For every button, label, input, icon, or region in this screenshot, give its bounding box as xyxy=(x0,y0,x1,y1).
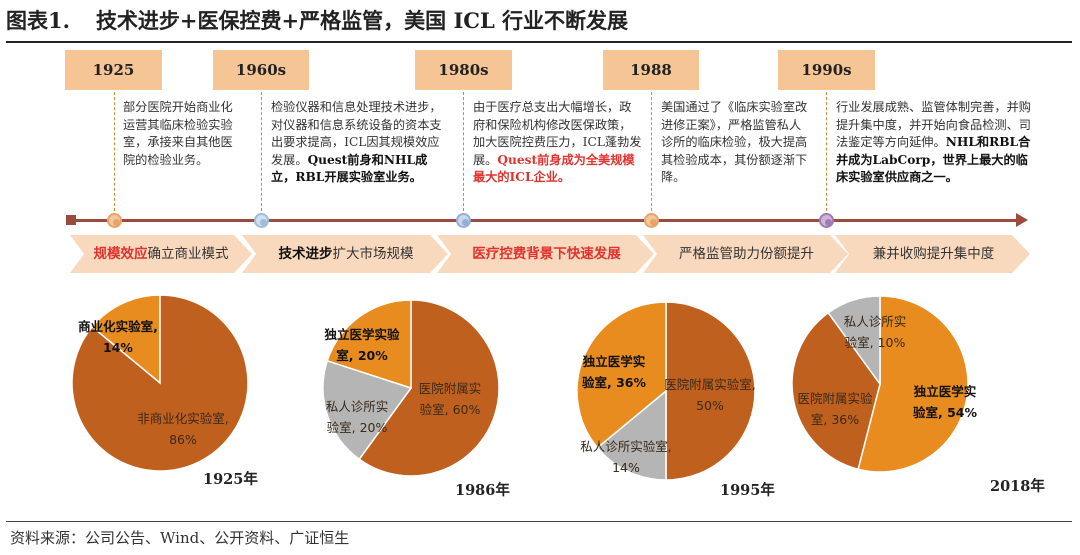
year-box-1960s: 1960s xyxy=(213,50,309,90)
pie-slice-label: 独立医学实验室, 20% xyxy=(323,327,400,363)
pie-slice-label: 医院附属实验室, 50% xyxy=(664,377,755,413)
pie-slice xyxy=(71,294,249,472)
figure-title: 图表1. 技术进步+医保控费+严格监管，美国 ICL 行业不断发展 xyxy=(6,2,628,40)
phase-arrow-3 xyxy=(437,235,654,273)
era-text: 检验仪器和信息处理技术进步，对仪器和信息系统设备的资本支出要求提高，ICL因其规… xyxy=(271,100,442,167)
phase-label-1: 规模效应确立商业模式 xyxy=(76,235,246,273)
node-dot xyxy=(650,219,657,226)
era-description-1988: 美国通过了《临床实验室改进修正案》，严格监管私人诊所的临床检验，极大提高其检验成… xyxy=(661,99,813,187)
era-text: 部分医院开始商业化运营其临床检验实验室，承接来自其他医院的检验业务。 xyxy=(123,100,233,167)
phase-text: 兼并收购提升集中度 xyxy=(872,246,995,262)
phase-arrow-1 xyxy=(70,235,252,273)
timeline-node-1980s xyxy=(456,213,471,228)
year-box-1988: 1988 xyxy=(603,50,699,90)
phase-highlight: 规模效应 xyxy=(93,246,148,262)
phase-label-4: 严格监管助力份额提升 xyxy=(651,235,842,273)
pie-slice-label: 医院附属实验室, 60% xyxy=(419,381,482,417)
node-dot xyxy=(825,219,832,226)
era-text: 行业发展成熟、监管体制完善，并购提升集中度，并开始向食品检测、司法鉴定等方向延伸… xyxy=(836,100,1031,150)
era-description-1980s: 由于医疗总支出大幅增长，政府和保险机构修改医保政策，加大医院控费压力，ICL蓬勃… xyxy=(473,99,643,187)
timeline-node-1988 xyxy=(644,213,659,228)
phase-highlight: 技术进步 xyxy=(278,246,333,262)
pie-year-2018: 2018年 xyxy=(990,478,1045,495)
phase-arrow-4 xyxy=(643,235,848,273)
connector-line xyxy=(463,92,464,211)
pie-slice xyxy=(576,301,667,449)
era-text: 美国通过了《临床实验室改进修正案》，严格监管私人诊所的临床检验，极大提高其检验成… xyxy=(661,100,808,185)
era-description-1960s: 检验仪器和信息处理技术进步，对仪器和信息系统设备的资本支出要求提高，ICL因其规… xyxy=(271,99,446,187)
connector-line xyxy=(651,92,652,211)
phase-label-2: 技术进步扩大市场规模 xyxy=(250,235,442,273)
pie-slice-label: 私人诊所实验室, 10% xyxy=(844,314,907,350)
year-box-1980s: 1980s xyxy=(415,50,512,90)
pie-year-1986: 1986年 xyxy=(455,482,510,499)
era-description-1925: 部分医院开始商业化运营其临床检验实验室，承接来自其他医院的检验业务。 xyxy=(123,99,240,169)
phase-text: 严格监管助力份额提升 xyxy=(679,246,814,262)
figure-title-text: 技术进步+医保控费+严格监管，美国 ICL 行业不断发展 xyxy=(95,8,629,33)
pie-slice-label: 独立医学实验室, 54% xyxy=(913,384,978,420)
node-dot xyxy=(260,219,267,226)
phase-arrow-2 xyxy=(242,235,448,273)
phase-label-5: 兼并收购提升集中度 xyxy=(843,235,1024,273)
connector-line xyxy=(261,92,262,211)
timeline-node-1990s xyxy=(819,213,834,228)
connector-line xyxy=(826,92,827,211)
era-highlight: Quest前身成为全美规模最大的ICL企业。 xyxy=(473,152,635,185)
pie-slice-label: 非商业化实验室, 86% xyxy=(137,411,228,447)
source-note: 资料来源：公司公告、Wind、公开资料、广证恒生 xyxy=(10,529,350,547)
pie-slice xyxy=(857,295,969,473)
pie-slice xyxy=(91,294,161,385)
pie-slice-label: 医院附属实验室, 36% xyxy=(797,391,873,427)
era-description-1990s: 行业发展成熟、监管体制完善，并购提升集中度，并开始向食品检测、司法鉴定等方向延伸… xyxy=(836,99,1032,187)
node-dot xyxy=(462,219,469,226)
pie-slice xyxy=(596,389,667,481)
year-box-1925: 1925 xyxy=(65,50,162,90)
pie-slice-label: 私人诊所实验室, 20% xyxy=(326,399,389,435)
pie-slice-label: 独立医学实验室, 36% xyxy=(582,354,647,390)
timeline-axis xyxy=(70,219,1018,222)
pie-slice-label: 私人诊所实验室, 14% xyxy=(580,439,671,475)
pie-slice-label: 商业化实验室, 14% xyxy=(78,319,158,355)
timeline-node-1960s xyxy=(254,213,269,228)
pie-slice xyxy=(827,295,881,387)
figure-number: 图表1. xyxy=(6,8,70,33)
timeline-node-1925 xyxy=(107,213,122,228)
node-dot xyxy=(113,219,120,226)
phase-arrow-5 xyxy=(835,235,1030,273)
pie-slice xyxy=(665,301,756,481)
pie-slice xyxy=(322,359,413,461)
pie-year-1995: 1995年 xyxy=(720,482,775,499)
phase-label-3: 医疗控费背景下快速发展 xyxy=(445,235,648,273)
timeline-arrowhead xyxy=(1016,213,1028,227)
phase-text: 确立商业模式 xyxy=(147,246,229,262)
phase-highlight: 医疗控费背景下快速发展 xyxy=(472,246,621,262)
era-highlight: Quest前身和NHL成立，RBL开展实验室业务。 xyxy=(271,152,428,185)
phase-text: 扩大市场规模 xyxy=(332,246,414,262)
era-highlight: NHL和RBL合并成为LabCorp，世界上最大的临床实验室供应商之一。 xyxy=(836,135,1031,185)
pie-slice xyxy=(326,299,412,390)
pie-slice xyxy=(791,311,881,471)
connector-line xyxy=(114,92,115,211)
pie-year-1925: 1925年 xyxy=(203,471,258,488)
era-text: 由于医疗总支出大幅增长，政府和保险机构修改医保政策，加大医院控费压力，ICL蓬勃… xyxy=(473,100,642,167)
top-rule xyxy=(6,41,1072,43)
bottom-rule xyxy=(6,521,1072,522)
year-box-1990s: 1990s xyxy=(778,50,875,90)
pie-slice xyxy=(358,299,500,477)
